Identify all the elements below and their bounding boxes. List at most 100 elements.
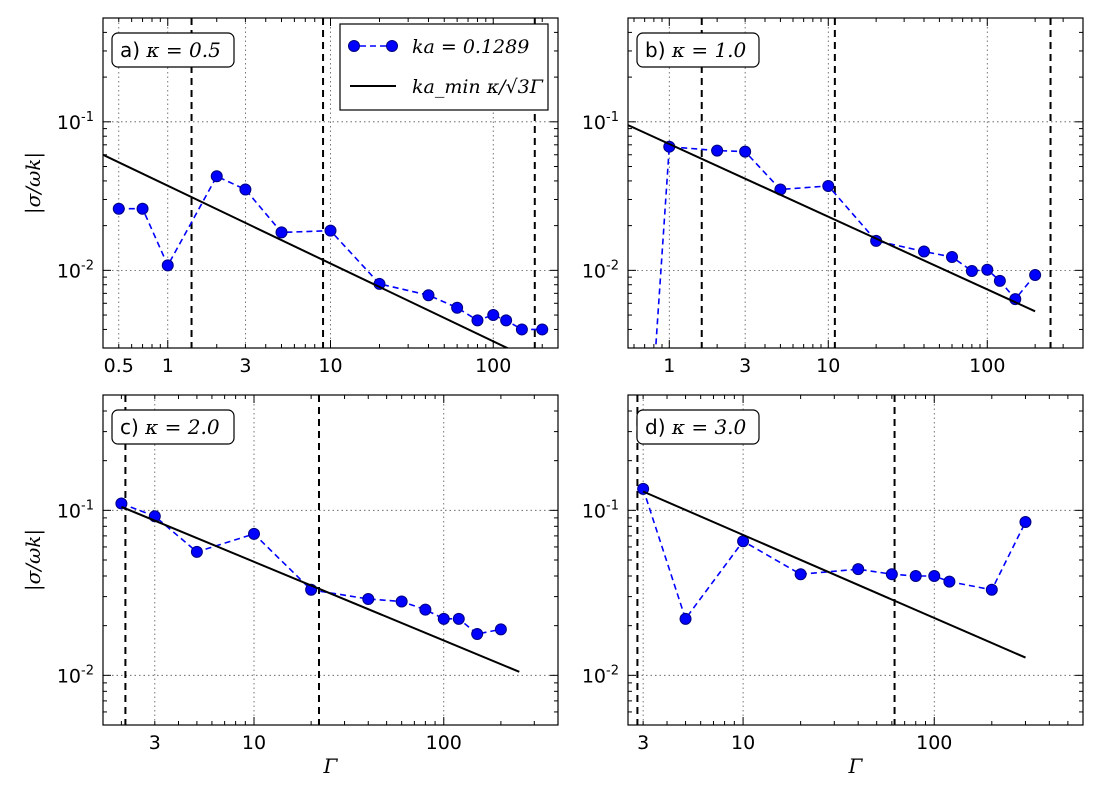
series-group	[103, 153, 549, 348]
grid	[628, 395, 1083, 725]
y-tick-label: 10-1	[582, 498, 619, 522]
x-tick-label: 3	[149, 732, 161, 754]
data-point	[1029, 269, 1042, 282]
fit-line	[121, 505, 520, 673]
data-point	[1019, 515, 1032, 528]
data-point	[112, 202, 125, 215]
data-point	[981, 263, 994, 276]
x-tick-label: 1	[162, 355, 174, 377]
axes-frame	[102, 17, 559, 349]
data-point	[993, 274, 1006, 287]
grid	[103, 395, 558, 725]
legend-label-data: ka = 0.1289	[412, 36, 529, 58]
y-tick-label: 10-2	[57, 258, 94, 282]
data-point	[637, 482, 650, 495]
panel-label-frame	[111, 409, 235, 445]
data-point	[679, 612, 692, 625]
plot-area	[628, 395, 1083, 725]
x-tick-label: 3	[637, 732, 649, 754]
data-point	[190, 545, 203, 558]
data-point	[471, 314, 484, 327]
legend-frame	[339, 23, 549, 111]
x-tick-label: 10	[731, 732, 755, 754]
ticks	[628, 17, 1084, 349]
data-point	[452, 612, 465, 625]
data-point	[422, 289, 435, 302]
x-tick-label: 100	[969, 355, 1005, 377]
data-point	[822, 179, 835, 192]
y-tick-label: 10-2	[582, 258, 619, 282]
panel-3: 3 10 100 10-2 10-1 c) κ = 2.0 |σ/ωk| Γ	[21, 394, 559, 778]
data-point	[536, 323, 549, 336]
x-tick-label: 10	[318, 355, 342, 377]
fit-line	[628, 124, 1036, 313]
x-tick-label: 3	[239, 355, 251, 377]
data-point	[437, 612, 450, 625]
grid	[628, 18, 1083, 348]
data-point	[275, 226, 288, 239]
x-tick-label: 100	[426, 732, 462, 754]
data-point	[239, 183, 252, 196]
data-point	[362, 593, 375, 606]
data-point	[985, 583, 998, 596]
panel-label: c) κ = 2.0	[120, 415, 220, 439]
y-axis-label: |σ/ωk|	[21, 152, 46, 214]
data-point	[115, 497, 128, 510]
data-point	[451, 301, 464, 314]
data-point	[500, 314, 513, 327]
data-point	[794, 568, 807, 581]
vlines	[700, 18, 1052, 348]
data-point	[909, 569, 922, 582]
panel-2: 1 3 10 100 10-2 10-1 b) κ = 1.0	[582, 17, 1084, 377]
data-point	[161, 259, 174, 272]
y-axis-label: |σ/ωk|	[21, 529, 46, 591]
axes-frame	[102, 394, 559, 726]
panel-label-box: d) κ = 3.0	[636, 409, 760, 445]
panel-label-frame	[636, 32, 760, 68]
y-tick-label: 10-2	[57, 663, 94, 687]
fit-line	[103, 153, 510, 348]
y-tick-label: 10-1	[57, 498, 94, 522]
data-point	[494, 623, 507, 636]
x-axis-label: Γ	[323, 754, 339, 778]
x-tick-label: 100	[916, 732, 952, 754]
data-point	[419, 603, 432, 616]
data-point	[471, 628, 484, 641]
data-line	[121, 502, 502, 635]
vlines	[636, 395, 896, 725]
data-point	[943, 575, 956, 588]
legend-label-fit: ka_min κ/√3Γ	[412, 76, 544, 98]
y-tick-label: 10-1	[57, 110, 94, 134]
series-group	[115, 497, 520, 673]
panel-label-box: a) κ = 0.5	[111, 32, 235, 68]
panel-label-box: b) κ = 1.0	[636, 32, 760, 68]
axes-frame	[627, 17, 1084, 349]
axes-frame	[627, 394, 1084, 726]
legend-marker	[386, 40, 398, 52]
data-point	[324, 224, 337, 237]
vlines	[124, 395, 320, 725]
data-point	[395, 595, 408, 608]
ticks	[103, 394, 559, 726]
grid	[103, 18, 558, 348]
legend: ka = 0.1289 ka_min κ/√3Γ	[339, 23, 549, 111]
y-tick-label: 10-1	[582, 110, 619, 134]
data-point	[210, 170, 223, 183]
panel-label: d) κ = 3.0	[645, 415, 747, 439]
y-tick-label: 10-2	[582, 663, 619, 687]
panel-label-frame	[636, 409, 760, 445]
panel-label: a) κ = 0.5	[120, 38, 221, 62]
panel-label-box: c) κ = 2.0	[111, 409, 235, 445]
ticks	[628, 394, 1084, 726]
data-point	[248, 527, 261, 540]
data-point	[487, 309, 500, 322]
series-group	[628, 124, 1042, 348]
data-point	[852, 563, 865, 576]
legend-marker	[348, 40, 360, 52]
data-point	[711, 144, 724, 157]
data-point	[946, 250, 959, 263]
panel-label-frame	[111, 32, 235, 68]
series-group	[637, 482, 1032, 659]
data-point	[928, 569, 941, 582]
